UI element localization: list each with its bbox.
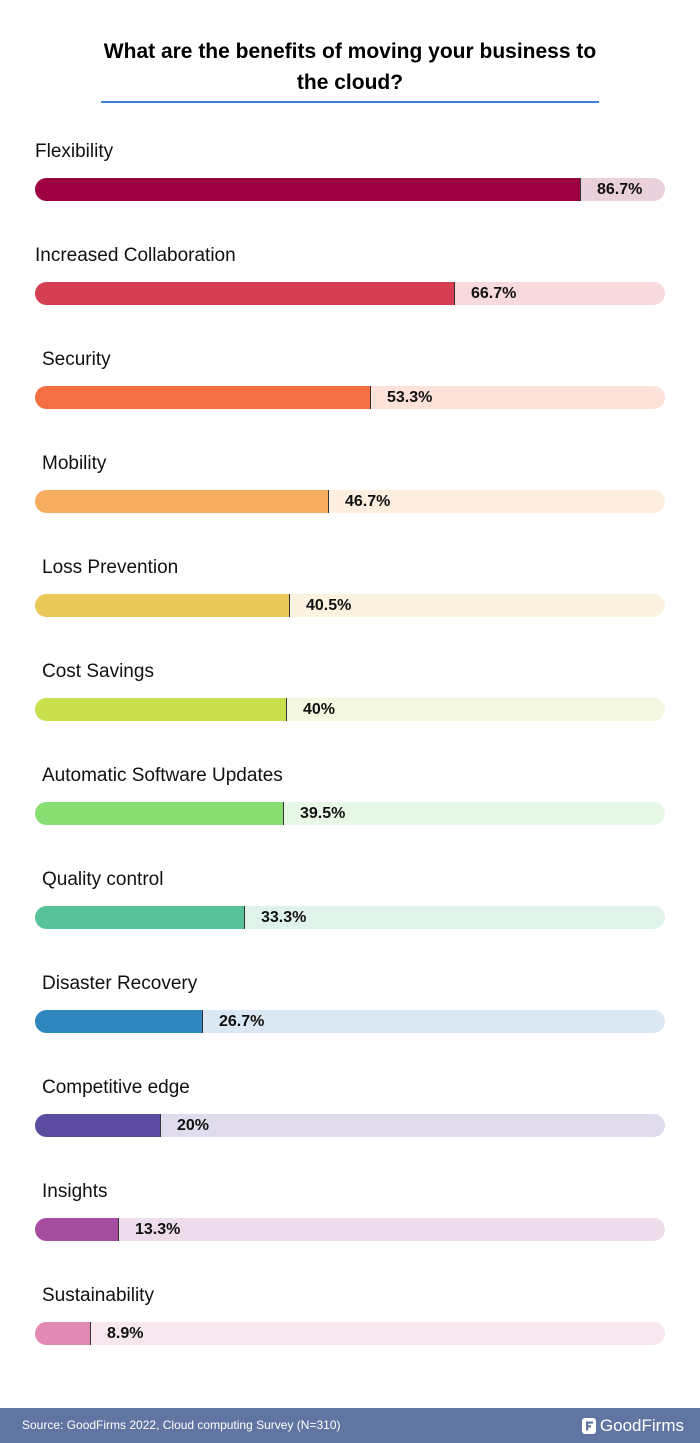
category-label: Sustainability: [42, 1285, 154, 1306]
bar-row: Increased Collaboration 66.7%: [0, 244, 700, 324]
bar-track: 26.7%: [35, 1010, 665, 1033]
bar-track: 33.3%: [35, 906, 665, 929]
bar-track: 40%: [35, 698, 665, 721]
value-label: 20%: [177, 1117, 210, 1134]
value-label: 40%: [303, 701, 336, 718]
category-label: Competitive edge: [42, 1077, 190, 1098]
value-label: 33.3%: [261, 909, 307, 926]
brand-name: GoodFirms: [599, 1416, 684, 1435]
bar-row: Mobility 46.7%: [0, 452, 700, 532]
bar-row: Loss Prevention 40.5%: [0, 556, 700, 636]
bar-track: 20%: [35, 1114, 665, 1137]
bar: [35, 1114, 161, 1137]
goodfirms-logo-icon: [581, 1417, 596, 1434]
value-label: 39.5%: [300, 805, 346, 822]
bar-end-marker: [370, 386, 371, 409]
value-label: 13.3%: [135, 1221, 181, 1238]
bar: [35, 282, 455, 305]
bar-track: 8.9%: [35, 1322, 665, 1345]
category-label: Flexibility: [35, 141, 114, 162]
value-label: 26.7%: [219, 1013, 265, 1030]
chart-title-block: What are the benefits of moving your bus…: [0, 36, 700, 98]
bar-row: Disaster Recovery 26.7%: [0, 972, 700, 1052]
value-label: 46.7%: [345, 493, 391, 510]
value-label: 8.9%: [107, 1325, 144, 1342]
category-label: Cost Savings: [42, 661, 154, 682]
bar-track: 53.3%: [35, 386, 665, 409]
bar-end-marker: [244, 906, 245, 929]
footer-bar: Source: GoodFirms 2022, Cloud computing …: [0, 1408, 700, 1443]
category-label: Increased Collaboration: [35, 245, 236, 266]
bar: [35, 802, 284, 825]
bar: [35, 1010, 203, 1033]
bar-end-marker: [160, 1114, 161, 1137]
bar-chart: Flexibility 86.7% Increased Collaboration 6…: [0, 140, 700, 1364]
value-label: 86.7%: [597, 181, 643, 198]
bar-end-marker: [283, 802, 284, 825]
bar-end-marker: [118, 1218, 119, 1241]
bar-track: 86.7%: [35, 178, 665, 201]
bar-row: Competitive edge 20%: [0, 1076, 700, 1156]
bar-row: Automatic Software Updates 39.5%: [0, 764, 700, 844]
bar-end-marker: [289, 594, 290, 617]
bar-track: 46.7%: [35, 490, 665, 513]
bar: [35, 178, 581, 201]
title-underline: [101, 101, 599, 103]
bar: [35, 594, 290, 617]
bar-track: 13.3%: [35, 1218, 665, 1241]
bar: [35, 490, 329, 513]
bar-end-marker: [202, 1010, 203, 1033]
value-label: 66.7%: [471, 285, 517, 302]
bar-track: 66.7%: [35, 282, 665, 305]
bar: [35, 1218, 119, 1241]
category-label: Disaster Recovery: [42, 973, 198, 994]
bar-row: Quality control 33.3%: [0, 868, 700, 948]
bar: [35, 1322, 91, 1345]
bar-track: 40.5%: [35, 594, 665, 617]
category-label: Automatic Software Updates: [42, 765, 283, 786]
bar-row: Cost Savings 40%: [0, 660, 700, 740]
bar-end-marker: [90, 1322, 91, 1345]
bar-track: 39.5%: [35, 802, 665, 825]
bar: [35, 698, 287, 721]
category-label: Quality control: [42, 869, 164, 890]
value-label: 40.5%: [306, 597, 352, 614]
category-label: Mobility: [42, 453, 107, 474]
category-label: Security: [42, 349, 111, 370]
chart-title: What are the benefits of moving your bus…: [103, 40, 597, 94]
bar-row: Insights 13.3%: [0, 1180, 700, 1260]
category-label: Insights: [42, 1181, 108, 1202]
bar-row: Flexibility 86.7%: [0, 140, 700, 220]
brand-logo: GoodFirms: [581, 1408, 684, 1443]
bar-end-marker: [286, 698, 287, 721]
category-label: Loss Prevention: [42, 557, 179, 578]
bar: [35, 906, 245, 929]
value-label: 53.3%: [387, 389, 433, 406]
bar-end-marker: [580, 178, 581, 201]
bar-row: Sustainability 8.9%: [0, 1284, 700, 1364]
bar: [35, 386, 371, 409]
bar-row: Security 53.3%: [0, 348, 700, 428]
source-note: Source: GoodFirms 2022, Cloud computing …: [22, 1418, 341, 1432]
bar-end-marker: [454, 282, 455, 305]
bar-end-marker: [328, 490, 329, 513]
